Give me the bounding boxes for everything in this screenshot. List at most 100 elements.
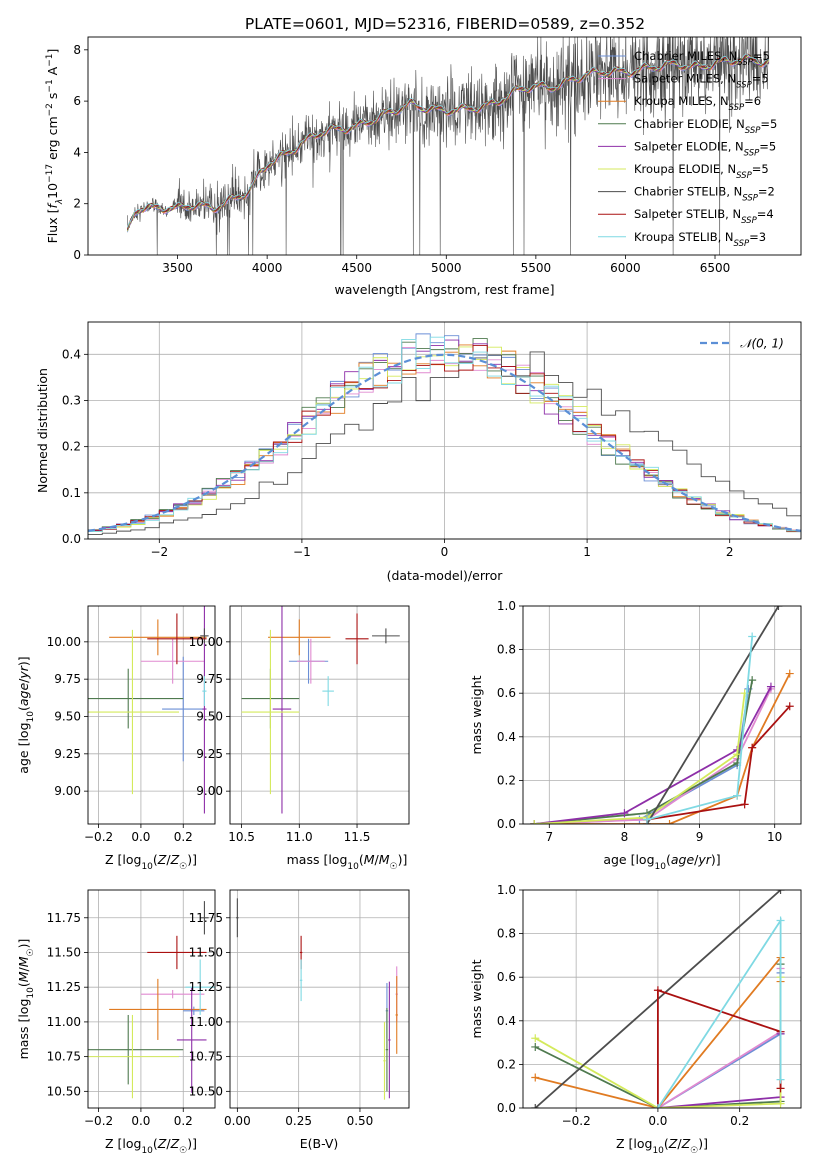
mass-weight-line [534,688,772,824]
y-tick-label: 0.6 [497,970,516,984]
y-tick-label: 9.50 [54,709,81,723]
y-axis-label: mass weight [469,675,484,754]
x-axis-label: (data-model)/error [387,568,504,583]
x-tick-label: 4500 [341,261,372,275]
x-tick-label: 0.50 [347,1114,374,1128]
y-axis-label: age [log10(age/yr)] [16,656,36,773]
spectrum-model-line [127,53,769,228]
y-tick-label: 10.75 [47,1050,81,1064]
mass-weight-line [657,972,782,1108]
axes-mass-weight-vs-age: 7 8 9 10 0.0 0.2 0.4 0.6 0.8 1.0 mass weight age [l… [469,599,802,872]
y-tick-label: 0.8 [497,643,516,657]
y-tick-label: 9.00 [54,784,81,798]
y-tick-label: 9.25 [54,747,81,761]
y-tick-label: 0.4 [62,347,81,361]
x-tick-label: 8 [621,830,629,844]
marker-plus [740,800,749,809]
y-tick-label: 0.0 [62,532,81,546]
y-axis-label: Flux [fλ10−17 erg cm−2 s−1 A−1] [45,49,65,244]
x-tick-label: 4000 [252,261,283,275]
figure-title: PLATE=0601, MJD=52316, FIBERID=0589, z=0… [245,15,645,33]
x-tick-label: 0.0 [131,1114,150,1128]
y-axis-label: Normed distribution [35,368,50,493]
legend-label: Salpeter STELIB, NSSP=4 [634,207,774,226]
axes-age-vs-mass: 10.5 11.0 11.5 9.00 9.25 9.50 9.75 10.00 mass [l… [189,605,410,872]
y-axis-label: mass weight [469,959,484,1038]
x-tick-label: −1 [293,545,311,559]
x-axis-label: Z [log10(Z/Z☉)] [616,1136,708,1156]
y-tick-label: 1.0 [497,599,516,613]
mass-weight-line [646,606,780,824]
axes-mass-vs-Z: −0.2 0.0 0.2 10.50 10.75 11.00 11.25 11.50 11.75… [16,889,216,1156]
y-tick-label: 11.50 [47,945,81,959]
legend-label: 𝒩(0, 1) [740,337,784,351]
mass-weight-line [534,693,746,824]
x-axis-label: Z [log10(Z/Z☉)] [105,1136,197,1156]
marker-plus [531,1104,540,1108]
x-axis-label: E(B-V) [300,1136,339,1151]
x-tick-label: −0.2 [84,830,113,844]
y-tick-label: 0.8 [497,927,516,941]
y-tick-label: 4 [73,145,81,159]
y-tick-label: 0.2 [497,773,516,787]
x-tick-label: 0.0 [131,830,150,844]
y-tick-label: 0.2 [62,440,81,454]
y-tick-label: 9.50 [196,709,223,723]
x-tick-label: −2 [150,545,168,559]
y-tick-label: 0 [73,248,81,262]
marker-plus [785,669,794,678]
x-tick-label: 5500 [521,261,552,275]
legend-label: Chabrier ELODIE, NSSP=5 [634,117,777,136]
x-tick-label: 11.5 [344,830,371,844]
marker-plus [748,632,757,641]
marker-plus [653,1104,662,1108]
axes-frame [229,605,410,825]
mass-weight-line [657,989,782,1108]
mass-weight-line [657,968,782,1108]
x-axis-label: Z [log10(Z/Z☉)] [105,852,197,872]
marker-plus [785,702,794,711]
legend-label: Salpeter ELODIE, NSSP=5 [634,139,776,158]
plot-area-mass-weight-vs-Z [531,890,785,1108]
legend-label: Chabrier MILES, NSSP=5 [634,49,770,68]
marker-plus [642,815,651,824]
y-tick-label: 10.00 [189,635,223,649]
x-axis-label: age [log10(age/yr)] [603,852,720,872]
y-tick-label: 11.00 [189,1015,223,1029]
x-tick-label: 0.2 [730,1114,749,1128]
y-tick-label: 10.00 [47,635,81,649]
marker-plus [620,809,629,818]
y-tick-label: 9.75 [54,672,81,686]
x-tick-label: 0 [441,545,449,559]
spectrum-legend: Chabrier MILES, NSSP=5 Salpeter MILES, NS… [598,49,777,249]
axes-frame [229,889,410,1109]
x-tick-label: 0.2 [174,1114,193,1128]
legend-label: Salpeter MILES, NSSP=5 [634,72,769,91]
histogram-step [88,351,801,539]
axes-mass-weight-vs-Z: −0.2 0.0 0.2 0.0 0.2 0.4 0.6 0.8 1.0 mass weight Z… [469,883,802,1156]
x-tick-label: 9 [696,830,704,844]
axes-spectrum: 3500 4000 4500 5000 5500 6000 6500 0 2 4 6 8 Chabrie… [45,36,802,297]
plot-area-mass-weight-vs-age [530,606,794,824]
marker-plus [733,791,742,800]
y-tick-label: 0.2 [497,1057,516,1071]
y-tick-label: 10.50 [47,1084,81,1098]
x-tick-label: −0.2 [84,1114,113,1128]
marker-plus [748,743,757,752]
x-tick-label: 1 [583,545,591,559]
y-tick-label: 0.1 [62,486,81,500]
x-axis-label: mass [log10(M/M☉)] [287,852,408,872]
y-tick-label: 1.0 [497,883,516,897]
y-tick-label: 11.25 [47,980,81,994]
plot-area-spectrum [127,37,770,255]
mass-weight-line [534,686,772,824]
y-tick-label: 0.6 [497,686,516,700]
y-tick-label: 11.25 [189,980,223,994]
y-tick-label: 9.25 [196,747,223,761]
legend-label: Kroupa STELIB, NSSP=3 [634,230,766,249]
plot-area-residuals [88,333,801,539]
marker-plus [774,606,783,610]
mass-weight-line [646,705,791,821]
marker-plus [531,1034,540,1043]
